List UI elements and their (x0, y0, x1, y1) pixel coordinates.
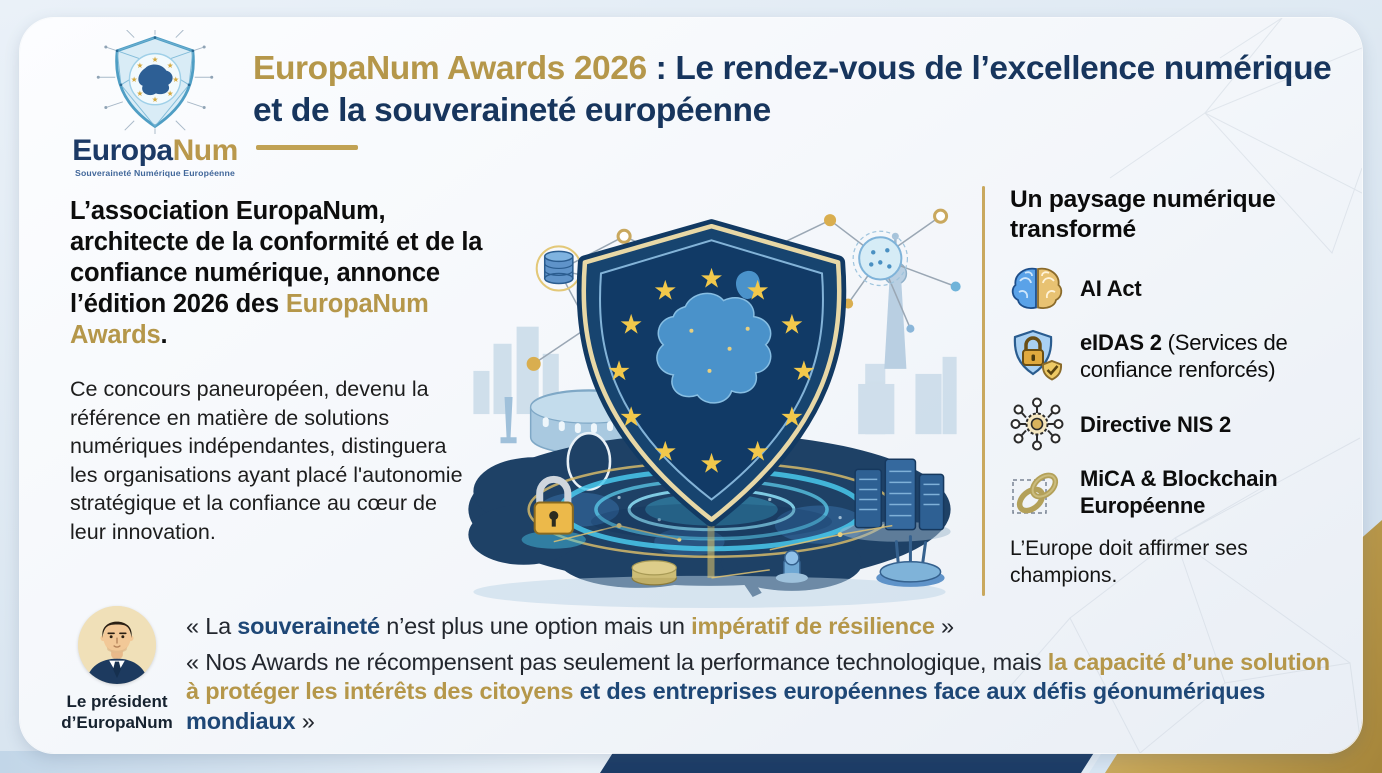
network-nodes-right (779, 208, 961, 333)
svg-text:★: ★ (172, 75, 179, 84)
quote-highlight-navy: souveraineté (237, 613, 380, 639)
svg-text:★: ★ (619, 402, 643, 433)
svg-text:★: ★ (746, 436, 770, 467)
euro-shield-icon: ★ ★ ★ ★ ★ ★ ★ ★ ★ ★ ★ ★ (576, 219, 847, 540)
svg-text:★: ★ (792, 356, 816, 387)
svg-text:★: ★ (699, 264, 723, 295)
quote-highlight-navy: et des entreprises européennes face aux … (186, 678, 1266, 734)
logo-wordmark: EuropaNum (66, 135, 244, 167)
sidebar-footer: L’Europe doit affirmer ses champions. (1010, 537, 1248, 587)
quote-text: n’est plus une option mais un (379, 613, 692, 639)
beacon-icon (775, 549, 808, 583)
bottom-navy-band (600, 751, 1095, 773)
svg-text:★: ★ (167, 89, 174, 98)
quote-text: « La (186, 613, 238, 639)
president-caption-line1: Le président (66, 692, 168, 711)
sidebar-item-label: eIDAS 2 (Services de confiance renforcés… (1080, 329, 1340, 383)
regulations-sidebar: Un paysage numérique transformé AI Act (1010, 185, 1362, 589)
sidebar-item-label: Directive NIS 2 (1080, 411, 1340, 438)
svg-text:★: ★ (653, 436, 677, 467)
infographic-card: ★ ★ ★ ★ ★ ★ ★ ★ EuropaNum Souveraineté Numériq… (20, 18, 1362, 753)
coins-icon (631, 560, 677, 586)
shield-lock-icon (1010, 329, 1064, 383)
chain-link-icon (1010, 465, 1064, 519)
president-avatar (78, 606, 156, 684)
logo-word-part1: Europa (72, 134, 173, 167)
item-label-bold: Directive NIS 2 (1080, 411, 1232, 437)
title-underline (256, 145, 358, 150)
logo-tagline: Souveraineté Numérique Européenne (75, 168, 235, 178)
svg-text:★: ★ (780, 310, 804, 341)
sidebar-heading: Un paysage numérique transformé (1010, 186, 1276, 243)
sidebar-item-label: MiCA & Blockchain Européenne (1080, 465, 1340, 519)
database-icon (535, 245, 582, 292)
svg-text:★: ★ (607, 356, 631, 387)
quotes-block: « La souveraineté n’est plus une option … (186, 612, 1348, 736)
hero-illustration: ★ ★ ★ ★ ★ ★ ★ ★ ★ ★ ★ ★ (468, 208, 961, 608)
sidebar-item-mica: MiCA & Blockchain Européenne (1010, 465, 1362, 519)
intro-paragraph: L’association EuropaNum, architecte de l… (70, 196, 494, 351)
quote-text: » (934, 613, 954, 639)
quote-1: « La souveraineté n’est plus une option … (186, 612, 1348, 642)
item-label-bold: AI Act (1080, 275, 1142, 301)
president-caption-line2: d’EuropaNum (61, 713, 173, 732)
network-nodes-icon (1010, 397, 1064, 451)
quote-2: « Nos Awards ne récompensent pas seuleme… (186, 648, 1348, 737)
svg-text:★: ★ (152, 95, 159, 104)
sidebar-item-ai-act: AI Act (1010, 261, 1362, 315)
item-label-bold: MiCA & Blockchain Européenne (1080, 466, 1278, 518)
city-skyline (473, 326, 957, 435)
svg-text:★: ★ (136, 89, 143, 98)
logo-word-part2: Num (172, 134, 239, 167)
item-label-bold: eIDAS 2 (1080, 330, 1162, 355)
quote-text: « Nos Awards ne récompensent pas seuleme… (186, 648, 1048, 675)
page-title: EuropaNum Awards 2026 : Le rendez-vous d… (253, 48, 1345, 132)
svg-text:★: ★ (152, 55, 159, 64)
item-label-suffix: (Services de confiance renforcés) (1080, 330, 1288, 382)
sidebar-item-label: AI Act (1080, 275, 1340, 302)
president-caption: Le président d’EuropaNum (56, 691, 178, 733)
sidebar-item-eidas: eIDAS 2 (Services de confiance renforcés… (1010, 329, 1362, 383)
sidebar-list: AI Act eIDAS 2 (Services de confiance re… (1010, 261, 1362, 519)
quote-highlight-gold: la capacité d’une solution à protéger le… (186, 648, 1330, 705)
title-gold-part: EuropaNum Awards 2026 (253, 50, 647, 87)
eu-stars: ★ ★ ★ ★ ★ ★ ★ ★ ★ ★ ★ ★ (607, 264, 816, 480)
obelisk (500, 397, 517, 444)
title-navy-part: : Le rendez-vous de l’excellence numériq… (253, 50, 1332, 129)
quote-text: » (295, 707, 315, 734)
svg-text:★: ★ (131, 75, 138, 84)
svg-text:★: ★ (167, 61, 174, 70)
europanum-shield-logo-icon: ★ ★ ★ ★ ★ ★ ★ ★ (96, 29, 214, 134)
svg-text:★: ★ (653, 276, 677, 307)
quote-highlight-gold: impératif de résilience (691, 613, 935, 639)
svg-text:★: ★ (699, 448, 723, 479)
server-rack-icon (840, 458, 951, 542)
sidebar-item-nis2: Directive NIS 2 (1010, 397, 1362, 451)
brain-icon (1010, 261, 1064, 315)
padlock-icon (521, 475, 586, 549)
svg-text:★: ★ (136, 61, 143, 70)
intro-text: L’association EuropaNum, architecte de l… (70, 197, 483, 318)
logo-block: ★ ★ ★ ★ ★ ★ ★ ★ EuropaNum Souveraineté Numériq… (66, 29, 244, 178)
svg-text:★: ★ (746, 276, 770, 307)
svg-text:★: ★ (619, 310, 643, 341)
description-paragraph: Ce concours paneuropéen, devenu la référ… (70, 377, 463, 544)
intro-highlight: EuropaNum Awards (70, 290, 429, 349)
svg-text:★: ★ (780, 402, 804, 433)
intro-period: . (160, 321, 168, 349)
router-icon (876, 535, 945, 587)
sidebar-divider-line (982, 186, 985, 596)
president-block: Le président d’EuropaNum (56, 606, 178, 733)
